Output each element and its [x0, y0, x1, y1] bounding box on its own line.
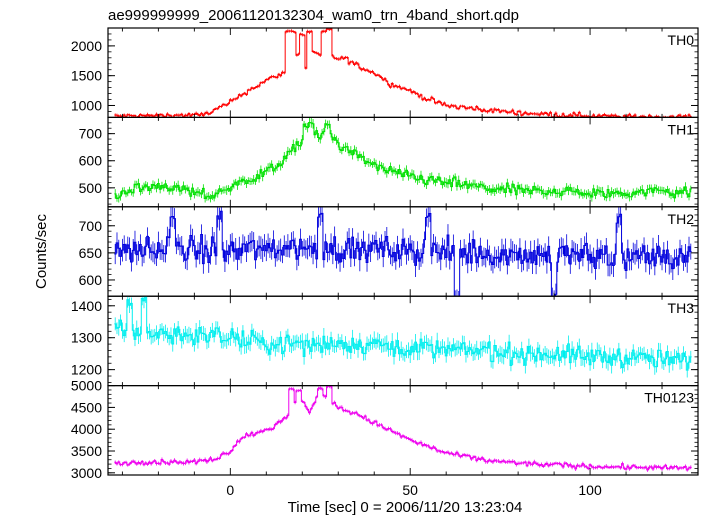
- error-bars-th3: [114, 296, 692, 378]
- y-tick-label: 3500: [71, 443, 102, 459]
- y-tick-label: 4000: [71, 421, 102, 437]
- y-tick-label: 2000: [71, 38, 102, 54]
- panel-label-th0123: TH0123: [644, 390, 694, 406]
- chart-title: ae999999999_20061120132304_wam0_trn_4ban…: [108, 7, 519, 24]
- panel-label-th3: TH3: [668, 300, 695, 316]
- series-line-th1: [114, 122, 692, 199]
- y-tick-label: 600: [79, 153, 103, 169]
- x-tick-label: 0: [226, 482, 234, 498]
- panel-th1: 500 600 700 TH1: [79, 116, 699, 208]
- panel-label-th2: TH2: [668, 211, 695, 227]
- y-tick-label: 650: [79, 245, 103, 261]
- x-axis-label: Time [sec] 0 = 2006/11/20 13:23:04: [288, 499, 523, 516]
- x-tick-label: 50: [402, 482, 418, 498]
- panel-frame: [107, 385, 699, 476]
- error-bars-th0123: [114, 385, 692, 472]
- x-tick-label: 100: [578, 482, 602, 498]
- y-tick-label: 5000: [71, 378, 102, 394]
- y-tick-label: 4500: [71, 399, 102, 415]
- panel-frame: [107, 27, 699, 119]
- y-tick-label: 1400: [71, 298, 102, 314]
- y-tick-label: 3000: [71, 465, 102, 481]
- series-line-th0: [114, 28, 692, 118]
- panel-label-th0: TH0: [668, 32, 695, 48]
- error-bars-th2: [114, 206, 692, 297]
- y-tick-label: 1200: [71, 362, 102, 378]
- y-axis-label: Counts/sec: [33, 213, 50, 289]
- y-tick-label: 600: [79, 272, 103, 288]
- series-line-th2: [114, 210, 692, 297]
- panel-th3: 1200 1300 1400 TH3: [71, 295, 699, 387]
- y-tick-label: 500: [79, 180, 103, 196]
- panel-frame: [107, 295, 699, 387]
- y-tick-label: 700: [79, 126, 103, 142]
- error-bars-th0: [114, 28, 692, 118]
- y-tick-label: 1000: [71, 97, 102, 113]
- y-tick-label: 700: [79, 218, 103, 234]
- panel-label-th1: TH1: [668, 121, 695, 137]
- panel-th0123: 3000 3500 4000 4500 5000 TH0123: [71, 378, 699, 481]
- error-bars-th1: [114, 117, 692, 203]
- y-tick-label: 1300: [71, 330, 102, 346]
- series-line-th0123: [114, 385, 692, 471]
- panel-th2: 600 650 700 TH2: [79, 206, 699, 297]
- panel-th0: 1000 1500 2000 TH0: [71, 27, 699, 119]
- y-tick-label: 1500: [71, 68, 102, 84]
